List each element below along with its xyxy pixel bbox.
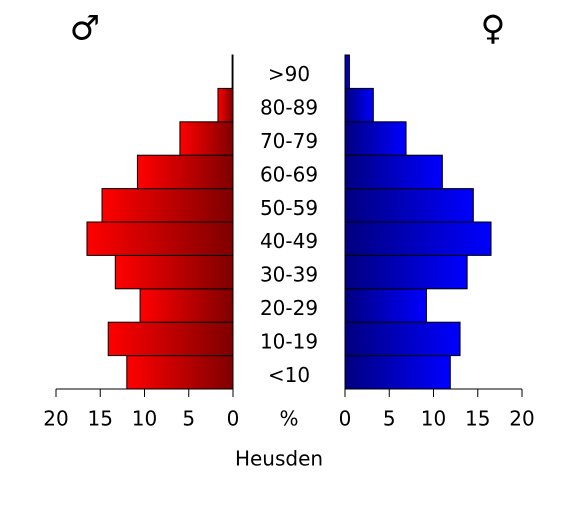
category-label: 30-39 [260, 263, 318, 287]
category-label: 60-69 [260, 162, 318, 186]
bar [344, 221, 492, 256]
x-tick-label: 15 [465, 407, 490, 431]
x-tick-label: 0 [227, 407, 240, 431]
bar [344, 321, 461, 357]
bar [344, 121, 407, 156]
category-label: 10-19 [260, 329, 318, 353]
legend-symbol: ♂ [70, 9, 100, 49]
bar [107, 321, 234, 357]
category-label: >90 [268, 62, 310, 86]
bar [344, 87, 374, 123]
bar [344, 254, 468, 290]
bar [86, 221, 234, 256]
bar [217, 87, 234, 123]
bar [344, 54, 350, 89]
bar [179, 121, 234, 156]
x-tick-label: 20 [509, 407, 534, 431]
bar [344, 288, 427, 323]
category-label: 40-49 [260, 229, 318, 253]
x-tick-label: 10 [421, 407, 446, 431]
bar [344, 188, 474, 223]
x-tick-label: 15 [88, 407, 113, 431]
category-label: 20-29 [260, 296, 318, 320]
x-tick-label: 20 [43, 407, 68, 431]
bar [344, 154, 443, 190]
bar [344, 355, 451, 390]
bar [114, 254, 234, 290]
bar [231, 54, 234, 89]
x-tick-label: 5 [182, 407, 195, 431]
category-label: 80-89 [260, 96, 318, 120]
legend-symbol: ♀ [481, 9, 506, 49]
bar [136, 154, 234, 190]
x-tick-label: 5 [383, 407, 396, 431]
bar [126, 355, 234, 390]
category-label: 70-79 [260, 129, 318, 153]
x-tick-label: 10 [132, 407, 157, 431]
category-label: <10 [268, 363, 310, 387]
x-axis-title: Heusden [235, 447, 323, 471]
category-label: 50-59 [260, 196, 318, 220]
bar [101, 188, 234, 223]
center-label: % [279, 407, 298, 431]
bar [139, 288, 234, 323]
x-tick-label: 0 [339, 407, 352, 431]
